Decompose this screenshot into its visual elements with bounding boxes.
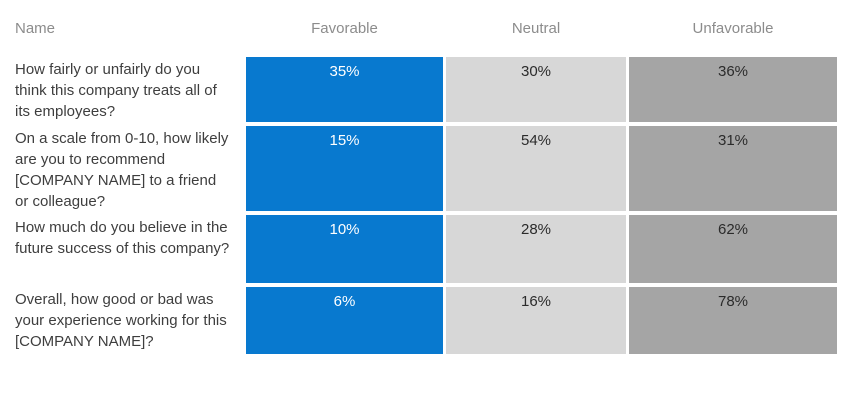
neutral-cell: 16% [446, 287, 626, 354]
column-header-unfavorable: Unfavorable [692, 20, 774, 37]
table-row: On a scale from 0-10, how likely are you… [0, 126, 850, 211]
neutral-cell: 28% [446, 215, 626, 283]
table-row: How much do you believe in the future su… [0, 215, 850, 283]
unfavorable-cell: 31% [629, 126, 837, 211]
unfavorable-cell: 62% [629, 215, 837, 283]
question-text: Overall, how good or bad was your experi… [15, 291, 227, 350]
favorable-cell: 10% [246, 215, 443, 283]
table-header: Name Favorable Neutral Unfavorable [0, 0, 850, 37]
favorable-value: 15% [329, 132, 360, 149]
favorable-value: 6% [333, 293, 356, 310]
neutral-value: 54% [520, 132, 552, 149]
table-row: Overall, how good or bad was your experi… [0, 287, 850, 354]
unfavorable-cell: 36% [629, 57, 837, 122]
favorable-cell: 6% [246, 287, 443, 354]
neutral-cell: 30% [446, 57, 626, 122]
question-text: How fairly or unfairly do you think this… [15, 61, 217, 120]
column-header-neutral: Neutral [511, 20, 561, 37]
question-text: On a scale from 0-10, how likely are you… [15, 130, 229, 210]
neutral-value: 30% [520, 63, 552, 80]
neutral-cell: 54% [446, 126, 626, 211]
table-row: How fairly or unfairly do you think this… [0, 57, 850, 122]
unfavorable-value: 62% [717, 221, 749, 238]
unfavorable-cell: 78% [629, 287, 837, 354]
neutral-value: 28% [520, 221, 552, 238]
question-text: How much do you believe in the future su… [15, 219, 230, 257]
unfavorable-value: 36% [717, 63, 749, 80]
column-header-name: Name [15, 20, 56, 37]
unfavorable-value: 31% [717, 132, 749, 149]
neutral-value: 16% [520, 293, 552, 310]
column-header-favorable: Favorable [311, 20, 378, 37]
unfavorable-value: 78% [717, 293, 749, 310]
favorable-cell: 35% [246, 57, 443, 122]
table-body: How fairly or unfairly do you think this… [0, 57, 850, 354]
favorable-cell: 15% [246, 126, 443, 211]
favorable-value: 10% [329, 221, 360, 238]
favorable-value: 35% [329, 63, 360, 80]
